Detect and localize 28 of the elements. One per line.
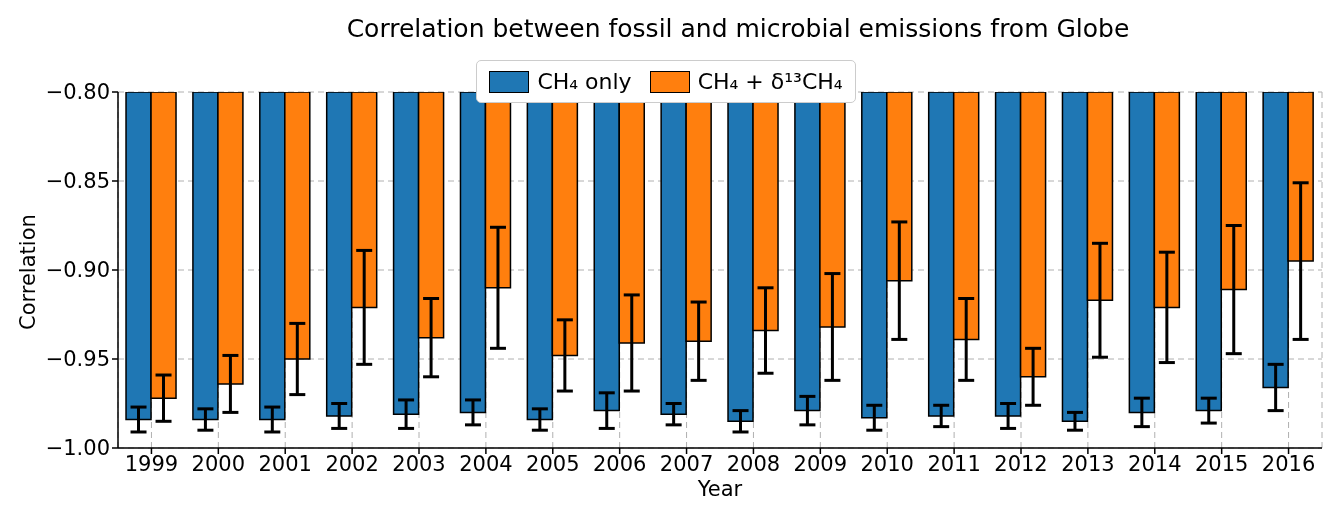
x-tick-label: 2013 — [1061, 451, 1115, 476]
x-tick-label: 2012 — [994, 451, 1048, 476]
x-tick-label: 2007 — [659, 451, 714, 476]
legend-label: CH₄ + δ¹³CH₄ — [697, 69, 843, 94]
x-tick-label: 2004 — [459, 451, 513, 476]
x-tick-label: 2001 — [258, 451, 312, 476]
x-tick-label: 1999 — [124, 451, 179, 476]
x-tick-label: 2014 — [1128, 451, 1182, 476]
legend-label: CH₄ only — [537, 69, 632, 94]
x-tick-label: 2015 — [1194, 451, 1249, 476]
x-tick-label: 2010 — [860, 451, 914, 476]
y-tick-label: −0.90 — [45, 258, 110, 283]
x-tick-label: 2000 — [191, 451, 246, 476]
y-tick-label: −1.00 — [45, 436, 110, 461]
x-tick-label: 2003 — [392, 451, 446, 476]
x-tick-label: 2008 — [726, 451, 781, 476]
y-axis-title: Correlation — [16, 214, 41, 330]
x-tick-label: 2005 — [526, 451, 580, 476]
x-tick-label: 2009 — [793, 451, 848, 476]
chart-title: Correlation between fossil and microbial emissions from Globe — [345, 14, 1131, 43]
y-tick-label: −0.95 — [45, 347, 110, 372]
x-axis-title: Year — [696, 477, 743, 501]
y-tick-label: −0.85 — [45, 169, 110, 194]
y-tick-label: −0.80 — [45, 80, 110, 105]
x-tick-label: 2016 — [1261, 451, 1316, 476]
x-tick-label: 2002 — [325, 451, 379, 476]
x-tick-label: 2011 — [927, 451, 981, 476]
x-tick-label: 2006 — [592, 451, 647, 476]
